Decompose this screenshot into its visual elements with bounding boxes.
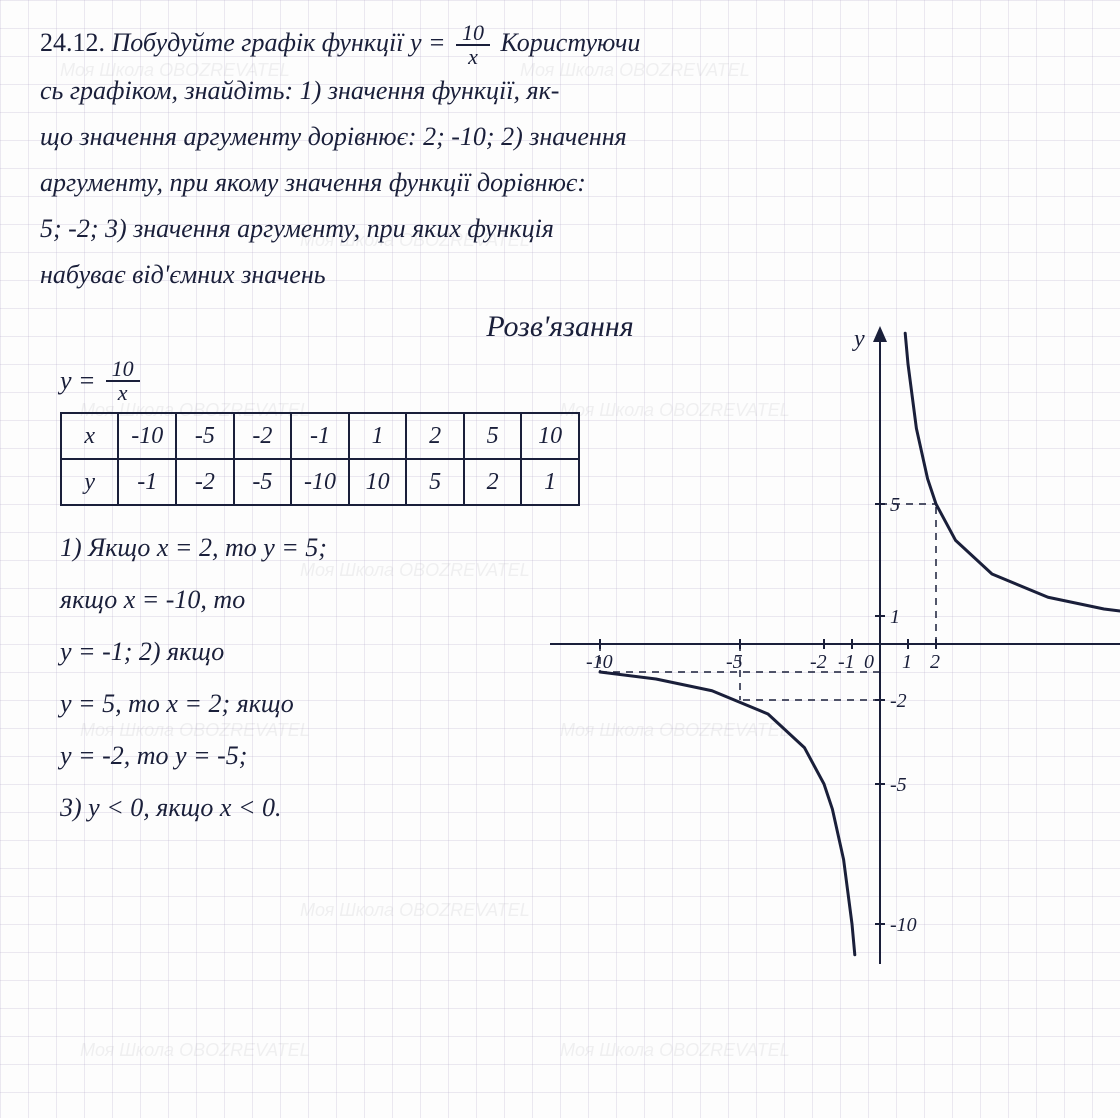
hyperbola-graph: xy-10-5-2-101251-2-5-10 <box>550 324 1120 964</box>
table-cell: -5 <box>234 459 292 505</box>
svg-text:y: y <box>852 326 865 352</box>
table-row-y: y -1 -2 -5 -10 10 5 2 1 <box>61 459 579 505</box>
graph-container: xy-10-5-2-101251-2-5-10 <box>610 354 1080 834</box>
problem-line3: що значення аргументу дорівнює: 2; -10; … <box>40 122 627 151</box>
answer-line: y = -2, то y = -5; <box>60 730 580 782</box>
table-cell: 2 <box>406 413 463 459</box>
table-cell: 10 <box>349 459 407 505</box>
table-cell: 5 <box>406 459 463 505</box>
table-cell: 5 <box>464 413 521 459</box>
svg-text:-5: -5 <box>890 774 907 796</box>
function-formula: y = 10 x <box>60 358 580 404</box>
problem-number: 24.12. <box>40 28 105 57</box>
fraction-numerator: 10 <box>456 22 490 46</box>
fraction: 10 x <box>106 358 140 404</box>
fraction: 10 x <box>456 22 490 68</box>
problem-line6: набуває від'ємних значень <box>40 260 326 289</box>
fraction-numerator: 10 <box>106 358 140 382</box>
table-cell: -1 <box>118 459 176 505</box>
answer-line: y = 5, то x = 2; якщо <box>60 678 580 730</box>
table-cell: -1 <box>291 413 349 459</box>
answer-line: y = -1; 2) якщо <box>60 626 580 678</box>
svg-text:0: 0 <box>864 651 874 673</box>
problem-line5: 5; -2; 3) значення аргументу, при яких ф… <box>40 214 554 243</box>
answer-line: 1) Якщо x = 2, то y = 5; <box>60 522 580 574</box>
table-cell: -10 <box>291 459 349 505</box>
table-cell: 2 <box>464 459 521 505</box>
problem-func-lhs: y = <box>410 28 446 57</box>
svg-text:-2: -2 <box>890 690 907 712</box>
problem-line2: сь графіком, знайдіть: 1) значення функц… <box>40 76 559 105</box>
answer-line: 3) y < 0, якщо x < 0. <box>60 782 580 834</box>
fraction-denominator: x <box>462 46 484 68</box>
svg-text:5: 5 <box>890 494 900 516</box>
svg-text:-1: -1 <box>838 651 855 673</box>
table-cell: 1 <box>349 413 407 459</box>
svg-text:-2: -2 <box>810 651 827 673</box>
answers-block: 1) Якщо x = 2, то y = 5; якщо x = -10, т… <box>60 522 580 834</box>
solution-body: y = 10 x x -10 -5 -2 -1 1 2 5 10 <box>40 354 1080 834</box>
problem-line1a: Побудуйте графік функції <box>112 28 410 57</box>
svg-text:1: 1 <box>902 651 912 673</box>
problem-statement: 24.12. Побудуйте графік функції y = 10 x… <box>40 20 1080 298</box>
answer-line: якщо x = -10, то <box>60 574 580 626</box>
row-header: y <box>61 459 118 505</box>
left-column: y = 10 x x -10 -5 -2 -1 1 2 5 10 <box>40 354 580 834</box>
fraction-denominator: x <box>112 382 134 404</box>
table-cell: -2 <box>176 459 234 505</box>
page-content: 24.12. Побудуйте графік функції y = 10 x… <box>0 0 1120 854</box>
problem-line1b: Користуючи <box>501 28 641 57</box>
row-header: x <box>61 413 118 459</box>
formula-lhs: y = <box>60 366 96 396</box>
svg-text:-10: -10 <box>890 914 917 936</box>
table-cell: -5 <box>176 413 234 459</box>
value-table: x -10 -5 -2 -1 1 2 5 10 y -1 -2 -5 -10 1… <box>60 412 580 506</box>
table-row-x: x -10 -5 -2 -1 1 2 5 10 <box>61 413 579 459</box>
table-cell: -2 <box>234 413 292 459</box>
table-cell: -10 <box>118 413 176 459</box>
svg-text:1: 1 <box>890 606 900 628</box>
svg-text:2: 2 <box>930 651 940 673</box>
problem-line4: аргументу, при якому значення функції до… <box>40 168 586 197</box>
